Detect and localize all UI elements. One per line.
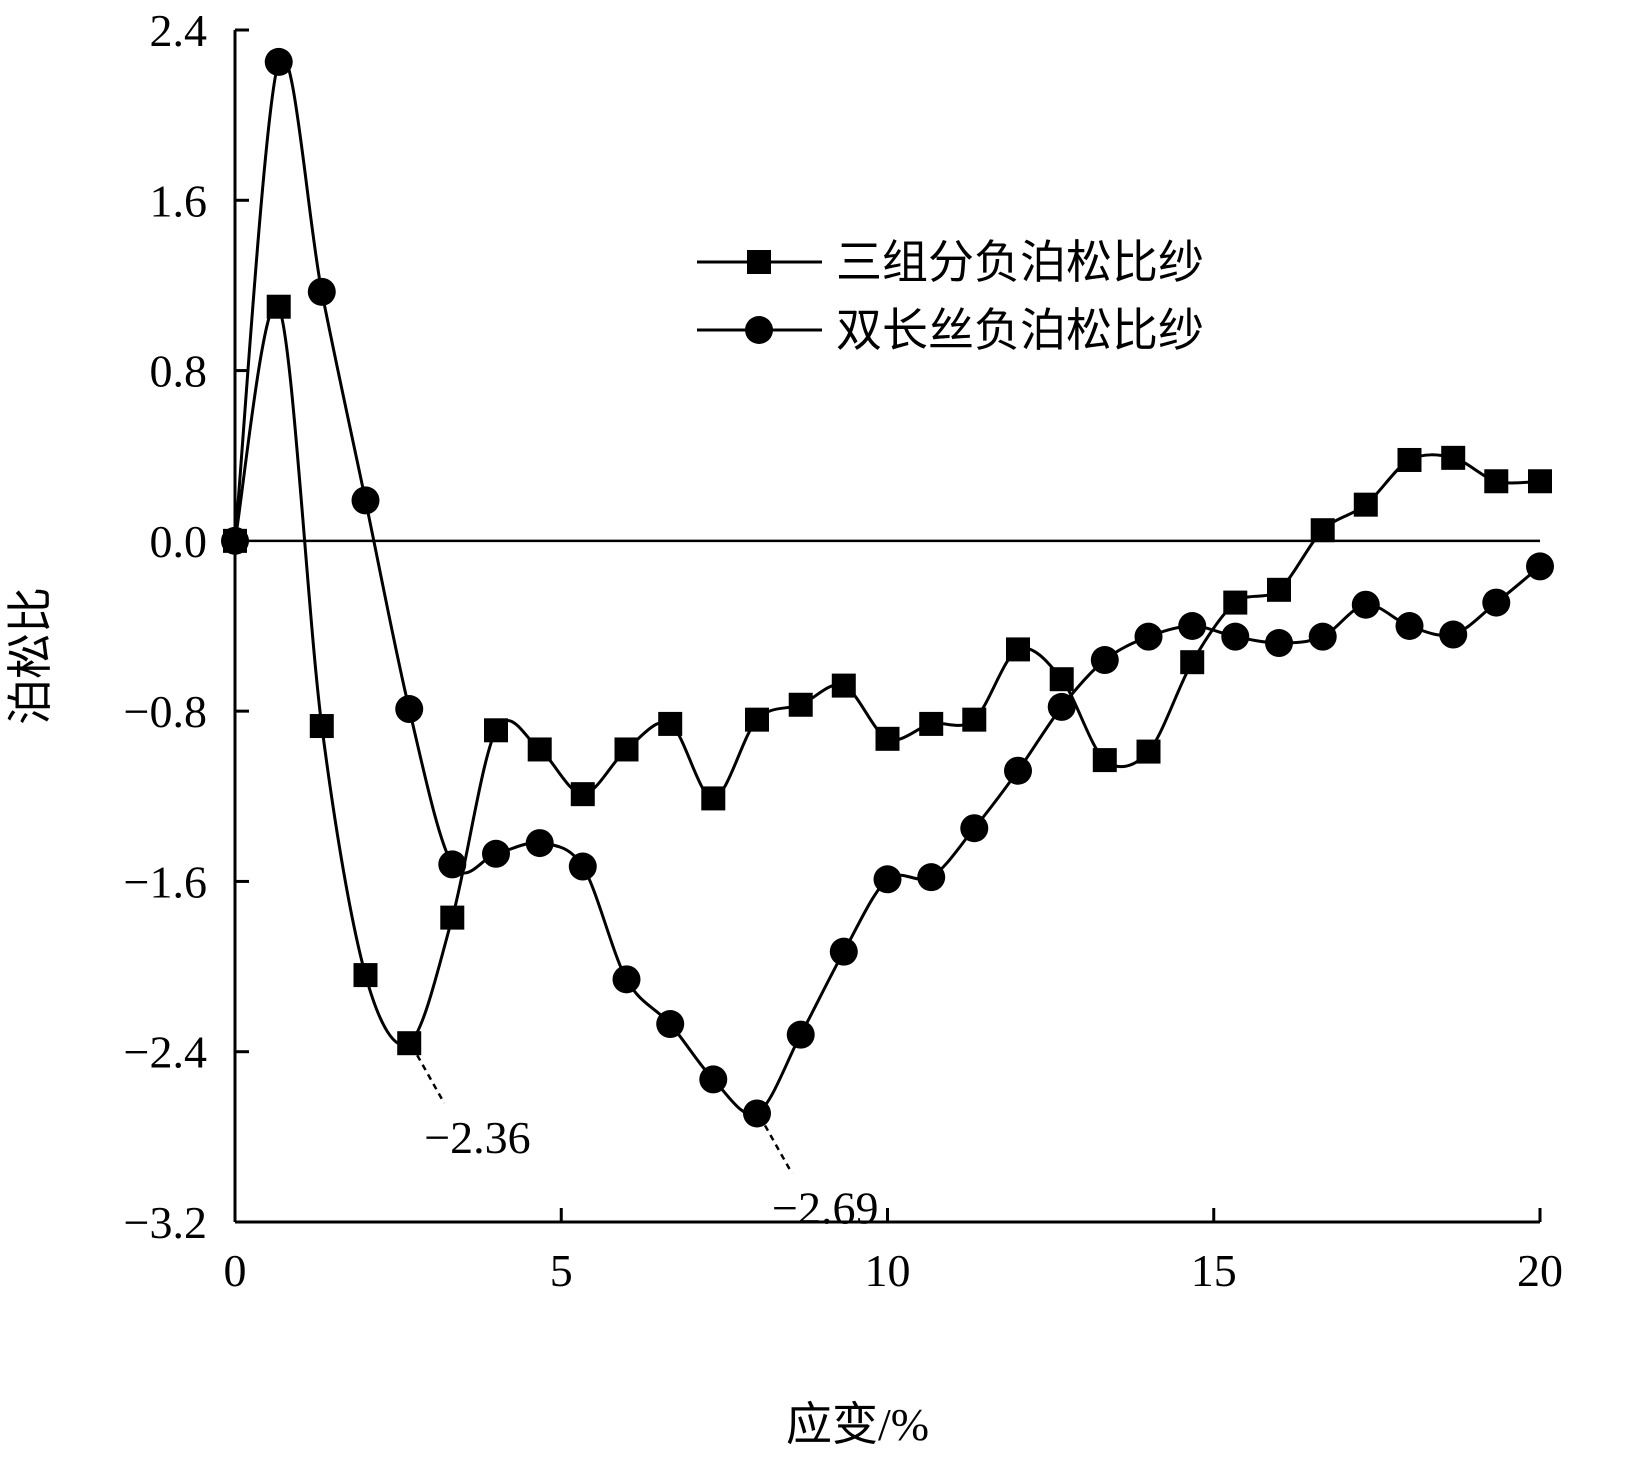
data-point-square [309,714,334,739]
data-point-circle [1047,692,1076,721]
data-point-square [1310,518,1335,543]
data-point-square [1180,650,1205,675]
data-point-circle [743,1099,771,1128]
data-point-square [788,692,813,717]
y-tick-label: −0.8 [124,686,207,737]
x-tick-label: 20 [1517,1245,1563,1296]
data-point-circle [1439,620,1468,649]
data-point-circle [873,865,902,894]
data-point-square [745,707,769,732]
series-double-filament-yarn [221,47,1554,1128]
data-point-circle [1526,552,1554,581]
data-point-circle [612,965,641,994]
data-point-square [1484,469,1509,494]
data-point-square [527,737,552,762]
data-point-circle [917,863,946,892]
data-point-square [1092,748,1117,773]
y-tick-label: 0.0 [150,516,208,567]
y-tick-label: 0.8 [150,346,208,397]
data-point-square [266,294,291,319]
data-point-square [919,711,944,736]
data-point-square [570,782,595,807]
data-point-circle [307,277,336,306]
data-point-circle [1308,622,1337,651]
data-point-circle [1090,646,1119,675]
annotation-label: −2.69 [772,1182,878,1233]
annotation-layer: −2.36 −2.69 [416,1054,878,1233]
data-point-square [397,1031,422,1056]
x-tick-label: 0 [224,1245,247,1296]
data-point-square [701,786,726,811]
y-tick-label: 1.6 [150,175,208,226]
data-point-circle [1482,588,1511,617]
data-point-circle [829,937,858,966]
y-tick-label: −1.6 [124,856,207,907]
data-point-square [353,963,378,988]
data-point-circle [351,486,380,515]
data-point-circle [1134,622,1163,651]
data-point-square [1136,739,1161,764]
data-point-circle [960,814,989,843]
data-point-square [1397,447,1422,472]
annotation-label: −2.36 [424,1112,530,1163]
data-point-square [484,718,508,743]
x-tick-label: 5 [550,1245,573,1296]
series-three-component-yarn [223,294,1552,1056]
data-point-square [1049,667,1074,692]
data-point-square [1528,469,1552,494]
data-point-square [831,673,856,698]
series-line [233,55,1541,1117]
legend-label: 三组分负泊松比纱 [836,237,1204,288]
legend-marker-circle [745,316,773,344]
data-point-circle [438,850,467,879]
series-layer [221,47,1554,1128]
data-point-square [440,905,465,930]
data-point-square [614,737,639,762]
legend-marker-square [747,250,771,274]
series-line [233,302,1541,1047]
data-point-circle [395,695,424,724]
y-tick-label: 2.4 [150,5,208,56]
data-point-circle [1004,756,1032,785]
data-point-square [658,711,683,736]
x-axis-title: 应变/% [786,1399,929,1450]
data-point-circle [699,1065,728,1094]
data-point-square [1223,590,1248,615]
data-point-circle [656,1010,685,1039]
data-point-circle [525,829,554,858]
annotation-leader [416,1054,446,1104]
data-point-square [1267,577,1291,602]
data-point-circle [786,1020,815,1049]
x-tick-label: 10 [865,1245,911,1296]
y-axis-title: 泊松比 [5,587,56,725]
axes: 0 5 10 15 20 2.4 1.6 0.8 0.0 −0.8 −1.6 −2.4 −3.2 应变/%… [5,5,1563,1450]
y-tick-label: −3.2 [124,1197,207,1248]
data-point-circle [568,852,597,881]
data-point-circle [1351,590,1380,619]
data-point-circle [482,839,510,868]
y-tick-label: −2.4 [124,1027,207,1078]
annotation-leader [763,1124,794,1175]
data-point-circle [264,47,293,76]
data-point-circle [1221,622,1250,651]
data-point-circle [221,526,249,555]
legend-label: 双长丝负泊松比纱 [836,305,1204,356]
data-point-circle [1265,629,1293,658]
data-point-square [1353,492,1378,517]
data-point-square [1441,445,1466,470]
data-point-square [962,707,987,732]
data-point-circle [1395,612,1424,640]
data-point-square [875,726,900,751]
x-tick-label: 15 [1191,1245,1237,1296]
data-point-circle [1178,612,1207,640]
data-point-square [1006,637,1030,662]
